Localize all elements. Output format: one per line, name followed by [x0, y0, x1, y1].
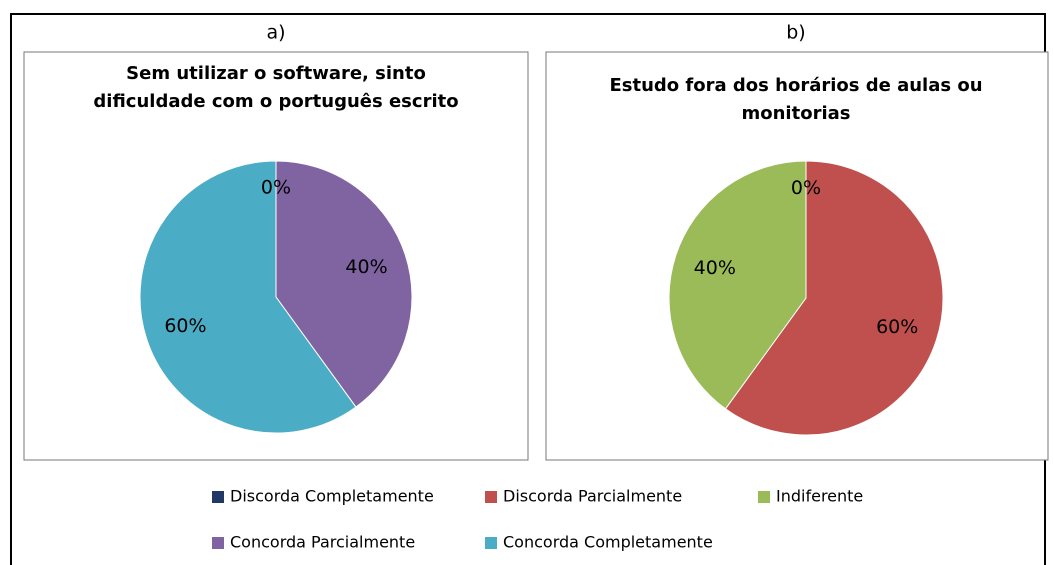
chart-title: Estudo fora dos horários de aulas ou — [609, 75, 982, 96]
legend-label: Concorda Completamente — [503, 533, 713, 552]
legend-swatch — [485, 491, 497, 503]
chart-title: monitorias — [742, 103, 851, 124]
legend-label: Indiferente — [776, 487, 863, 506]
panel-label: b) — [786, 22, 805, 44]
chart-title: dificuldade com o português escrito — [93, 91, 458, 112]
panel-label: a) — [266, 22, 285, 44]
legend-swatch — [212, 537, 224, 549]
data-label: 40% — [694, 257, 736, 279]
data-label: 0% — [791, 177, 821, 199]
pie-slice — [139, 160, 357, 434]
pie-slice — [724, 160, 944, 436]
legend-swatch — [485, 537, 497, 549]
data-label: 60% — [876, 316, 918, 338]
pie-slice — [668, 160, 807, 410]
legend-label: Concorda Parcialmente — [230, 533, 415, 552]
legend-label: Discorda Completamente — [230, 487, 434, 506]
data-label: 60% — [164, 315, 206, 337]
data-label: 0% — [261, 177, 291, 199]
legend-swatch — [212, 491, 224, 503]
pie-slice — [275, 160, 413, 408]
legend-swatch — [758, 491, 770, 503]
chart-title: Sem utilizar o software, sinto — [126, 63, 426, 84]
legend-label: Discorda Parcialmente — [503, 487, 682, 506]
data-label: 40% — [345, 256, 387, 278]
